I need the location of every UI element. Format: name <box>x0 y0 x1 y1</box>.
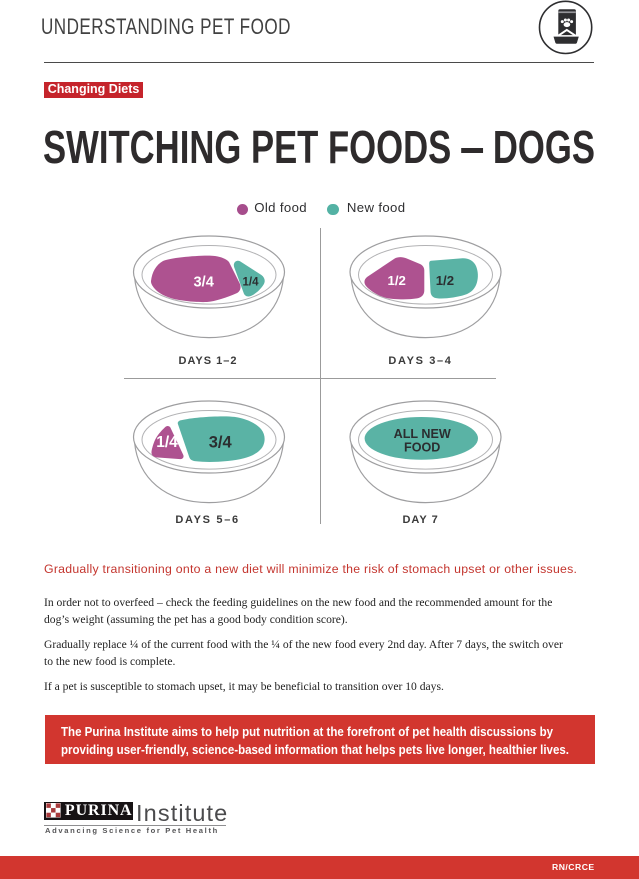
svg-text:FOOD: FOOD <box>404 441 440 455</box>
svg-text:ALL NEW: ALL NEW <box>394 427 451 441</box>
svg-text:1/4: 1/4 <box>156 434 178 451</box>
svg-text:3/4: 3/4 <box>209 433 233 451</box>
svg-text:3/4: 3/4 <box>194 275 215 291</box>
svg-text:1/2: 1/2 <box>388 273 406 288</box>
svg-text:1/4: 1/4 <box>243 277 260 289</box>
svg-text:1/2: 1/2 <box>436 273 454 288</box>
